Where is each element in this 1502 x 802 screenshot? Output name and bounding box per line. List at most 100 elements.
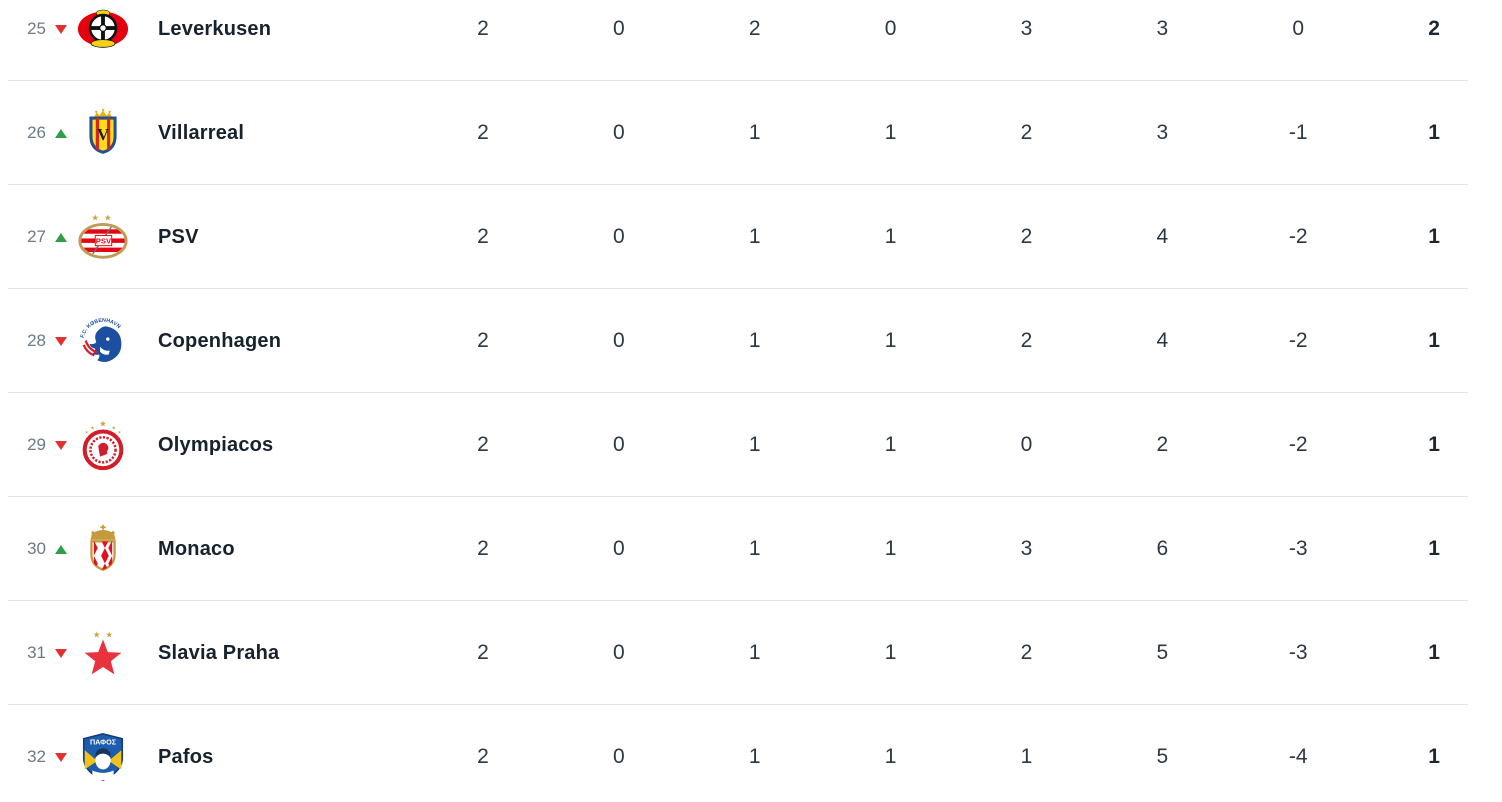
team-cell: 25 Leverkusen <box>0 1 415 57</box>
stat-points: 1 <box>1428 121 1440 144</box>
stat-wins: 0 <box>612 17 625 40</box>
stat-wins: 0 <box>612 121 625 144</box>
movement-up-icon <box>55 128 67 138</box>
stat-losses: 1 <box>884 433 897 456</box>
stat-goals-for: 2 <box>1020 329 1033 352</box>
team-name: Pafos <box>158 745 214 768</box>
stat-goal-diff: -2 <box>1288 433 1308 456</box>
stat-goals-against: 3 <box>1156 17 1169 40</box>
svg-text:★: ★ <box>99 419 107 429</box>
svg-text:★: ★ <box>118 430 122 434</box>
stat-played: 2 <box>477 745 489 768</box>
stat-goals-against: 4 <box>1156 329 1169 352</box>
stat-played: 2 <box>477 641 489 664</box>
stat-draws: 2 <box>748 17 761 40</box>
svg-text:★: ★ <box>105 630 113 640</box>
stat-wins: 0 <box>612 433 625 456</box>
position-number: 32 <box>27 747 46 766</box>
table-row[interactable]: 30 Monaco 2 0 <box>0 497 1502 601</box>
team-name: Villarreal <box>158 121 245 144</box>
stat-played: 2 <box>477 433 489 456</box>
position-number: 28 <box>27 331 46 350</box>
svg-text:V: V <box>97 125 109 144</box>
stat-points: 2 <box>1428 17 1440 40</box>
svg-text:★: ★ <box>91 213 99 223</box>
movement-up-icon <box>55 544 67 554</box>
movement-down-icon <box>55 24 67 34</box>
stat-goals-for: 2 <box>1020 121 1033 144</box>
table-row[interactable]: 25 Leverkusen 2 0 2 0 3 3 0 2 <box>0 0 1502 81</box>
stat-goal-diff: -2 <box>1288 329 1308 352</box>
team-cell: 27 ★ ★ PSV PSV <box>0 209 415 265</box>
stat-goals-against: 5 <box>1156 641 1169 664</box>
stat-goals-for: 1 <box>1020 745 1033 768</box>
table-row[interactable]: 28 F.C. KØBENHAVN Copenhagen 2 0 1 1 2 <box>0 289 1502 393</box>
stat-goal-diff: -1 <box>1288 121 1308 144</box>
table-row[interactable]: 26 V Villarreal 2 0 1 1 2 <box>0 81 1502 185</box>
svg-text:ΠΑΦΟΣ: ΠΑΦΟΣ <box>90 737 117 746</box>
stat-goal-diff: -2 <box>1288 225 1308 248</box>
stat-draws: 1 <box>748 641 761 664</box>
stat-goals-against: 6 <box>1156 537 1169 560</box>
stat-wins: 0 <box>612 641 625 664</box>
position-number: 25 <box>27 19 46 38</box>
olympiacos-logo: ★ ★ ★ ★ ★ <box>75 417 131 473</box>
stat-goals-for: 2 <box>1020 225 1033 248</box>
position-number: 26 <box>27 123 46 142</box>
stat-points: 1 <box>1428 537 1440 560</box>
stat-losses: 1 <box>884 121 897 144</box>
psv-logo: ★ ★ PSV <box>75 209 131 265</box>
team-cell: 32 ΠΑΦΟΣ Pafos <box>0 729 415 785</box>
position-number: 27 <box>27 227 46 246</box>
svg-text:PSV: PSV <box>96 236 112 245</box>
stat-draws: 1 <box>748 433 761 456</box>
stat-goal-diff: -4 <box>1288 745 1308 768</box>
svg-text:★: ★ <box>104 213 112 223</box>
stat-goals-for: 0 <box>1020 433 1033 456</box>
table-row[interactable]: 32 ΠΑΦΟΣ Pafos 2 0 1 1 1 5 -4 1 <box>0 705 1502 802</box>
team-name: Slavia Praha <box>158 641 280 664</box>
movement-down-icon <box>55 440 67 450</box>
team-cell: 28 F.C. KØBENHAVN Copenhagen <box>0 313 415 369</box>
team-cell: 29 ★ ★ ★ ★ ★ Olympiacos <box>0 417 415 473</box>
position-number: 30 <box>27 539 46 558</box>
table-row[interactable]: 31 ★ ★ Slavia Praha 2 0 1 1 2 5 -3 1 <box>0 601 1502 705</box>
stat-wins: 0 <box>612 745 625 768</box>
stat-goals-for: 2 <box>1020 641 1033 664</box>
stat-wins: 0 <box>612 537 625 560</box>
stat-points: 1 <box>1428 745 1440 768</box>
stat-draws: 1 <box>748 537 761 560</box>
stat-goals-against: 5 <box>1156 745 1169 768</box>
slavia-praha-logo: ★ ★ <box>75 625 131 681</box>
stat-played: 2 <box>477 225 489 248</box>
stat-played: 2 <box>477 17 489 40</box>
stat-goals-against: 3 <box>1156 121 1169 144</box>
team-name: Olympiacos <box>158 433 274 456</box>
team-cell: 31 ★ ★ Slavia Praha <box>0 625 415 681</box>
position-number: 31 <box>27 643 46 662</box>
stat-losses: 1 <box>884 641 897 664</box>
stat-points: 1 <box>1428 641 1440 664</box>
movement-down-icon <box>55 648 67 658</box>
stat-losses: 1 <box>884 329 897 352</box>
table-row[interactable]: 29 ★ ★ ★ ★ ★ Olympiacos 2 0 1 1 0 2 -2 <box>0 393 1502 497</box>
stat-draws: 1 <box>748 745 761 768</box>
stat-losses: 1 <box>884 225 897 248</box>
stat-points: 1 <box>1428 433 1440 456</box>
stat-losses: 0 <box>884 17 897 40</box>
team-name: PSV <box>158 225 199 248</box>
stat-points: 1 <box>1428 329 1440 352</box>
pafos-logo: ΠΑΦΟΣ <box>75 729 131 785</box>
stat-losses: 1 <box>884 537 897 560</box>
stat-played: 2 <box>477 537 489 560</box>
svg-text:★: ★ <box>111 426 116 432</box>
movement-down-icon <box>55 752 67 762</box>
stat-goal-diff: -3 <box>1288 641 1308 664</box>
stat-played: 2 <box>477 329 489 352</box>
stat-goals-against: 2 <box>1156 433 1169 456</box>
table-row[interactable]: 27 ★ ★ PSV PSV <box>0 185 1502 289</box>
monaco-logo <box>75 521 131 577</box>
stat-goals-for: 3 <box>1020 17 1033 40</box>
